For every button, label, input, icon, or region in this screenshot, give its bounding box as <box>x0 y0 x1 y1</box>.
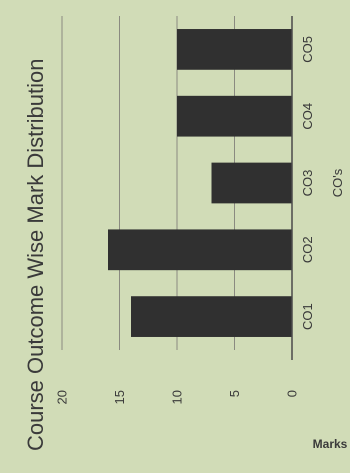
bar-co3 <box>211 162 292 204</box>
bar-co5 <box>177 29 292 70</box>
bar-co2 <box>108 229 292 271</box>
x-axis-label: CO's <box>330 168 345 197</box>
y-axis-label: Marks <box>313 437 348 451</box>
y-tick-label: 20 <box>55 390 70 404</box>
y-tick-label: 0 <box>285 390 300 397</box>
x-tick-label: CO4 <box>300 103 315 130</box>
y-tick-label: 15 <box>112 390 127 404</box>
y-tick-label: 10 <box>170 390 185 404</box>
bar-co4 <box>177 95 292 137</box>
x-tick-label: CO3 <box>300 170 315 197</box>
bar-co1 <box>131 296 292 337</box>
y-tick-label: 5 <box>227 390 242 397</box>
chart-title: Course Outcome Wise Mark Distribution <box>23 59 48 451</box>
x-tick-label: CO5 <box>300 36 315 63</box>
x-tick-label: CO1 <box>300 303 315 330</box>
x-tick-label: CO2 <box>300 236 315 263</box>
